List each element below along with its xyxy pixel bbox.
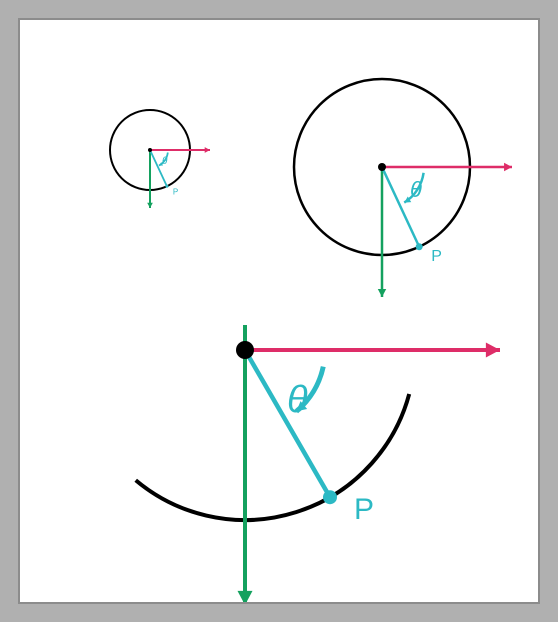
angle-diagram-large: θP — [136, 325, 500, 602]
center-dot — [148, 148, 152, 152]
theta-label: θ — [410, 177, 422, 202]
diagram-frame: θPθPθP — [18, 18, 540, 604]
x-axis-arrow — [382, 163, 512, 171]
diagram-canvas: θPθPθP — [20, 20, 538, 602]
point-p — [323, 490, 337, 504]
radial-line — [245, 350, 330, 497]
point-p-label: P — [431, 248, 442, 265]
point-p — [165, 185, 168, 188]
x-axis-arrow — [245, 342, 500, 357]
angle-diagram-medium: θP — [294, 79, 512, 297]
theta-label: θ — [162, 156, 168, 167]
y-axis-arrow — [378, 167, 386, 297]
center-dot — [236, 341, 254, 359]
point-p — [416, 243, 423, 250]
point-p-label: P — [354, 493, 374, 526]
theta-label: θ — [287, 379, 308, 421]
point-p-label: P — [173, 187, 178, 196]
y-axis-arrow — [147, 150, 153, 208]
angle-diagram-small: θP — [110, 110, 210, 208]
x-axis-arrow — [150, 147, 210, 153]
center-dot — [378, 163, 386, 171]
y-axis-arrow — [237, 350, 252, 602]
